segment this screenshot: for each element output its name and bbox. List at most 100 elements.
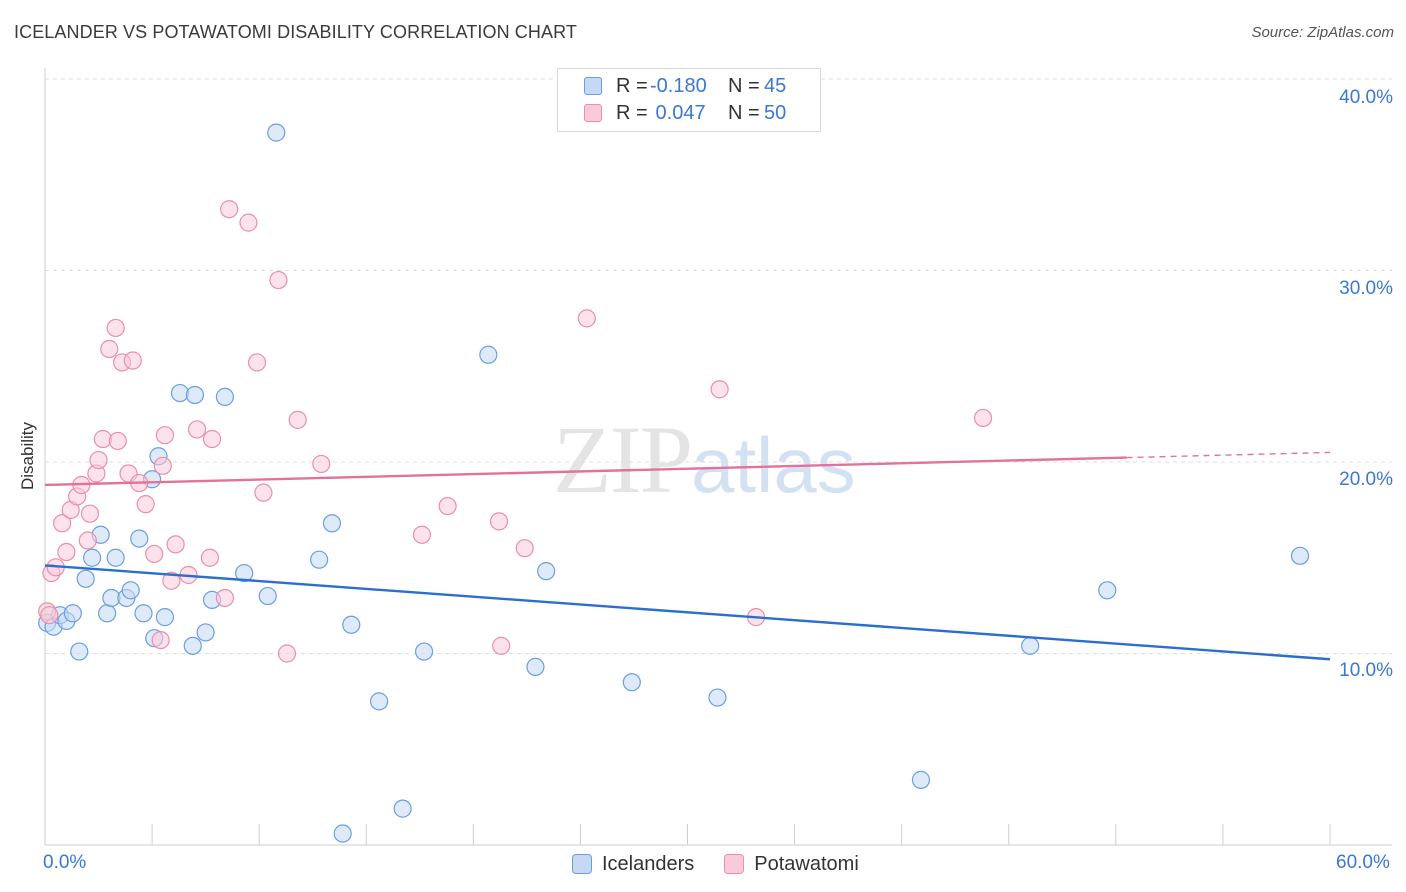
y-tick-label-30: 30.0% xyxy=(1339,278,1393,299)
point-icelanders-43 xyxy=(1098,581,1117,600)
point-icelanders-30 xyxy=(322,514,342,533)
point-icelanders-37 xyxy=(526,657,545,677)
point-icelanders-35 xyxy=(414,642,434,661)
point-icelanders-27 xyxy=(258,586,277,606)
point-icelanders-5 xyxy=(70,642,89,661)
point-potawatomi-45 xyxy=(577,309,596,328)
point-icelanders-20 xyxy=(170,383,190,403)
point-potawatomi-25 xyxy=(162,571,181,590)
point-potawatomi-21 xyxy=(145,544,164,564)
point-icelanders-14 xyxy=(130,529,149,548)
point-icelanders-29 xyxy=(310,550,329,569)
point-icelanders-26 xyxy=(235,563,254,583)
legend-row-icelanders: R = -0.180 N = 45 xyxy=(584,74,786,98)
point-icelanders-23 xyxy=(196,623,215,642)
point-potawatomi-24 xyxy=(155,426,175,445)
point-icelanders-21 xyxy=(183,636,202,655)
point-potawatomi-34 xyxy=(247,353,267,372)
point-icelanders-42 xyxy=(1021,636,1040,655)
point-potawatomi-31 xyxy=(215,588,234,608)
x-tick-label-min: 0.0% xyxy=(43,852,87,873)
point-icelanders-32 xyxy=(342,615,361,634)
point-icelanders-39 xyxy=(622,673,641,692)
point-potawatomi-48 xyxy=(973,408,993,428)
point-potawatomi-41 xyxy=(438,496,457,516)
point-potawatomi-39 xyxy=(312,454,331,474)
point-potawatomi-29 xyxy=(200,548,220,567)
point-potawatomi-15 xyxy=(108,431,127,451)
legend-r-value: -0.180 xyxy=(650,74,707,97)
point-potawatomi-42 xyxy=(489,512,509,531)
legend-swatch-potawatomi xyxy=(724,854,745,874)
point-potawatomi-35 xyxy=(254,483,273,502)
point-icelanders-13 xyxy=(121,581,140,600)
legend-n-label: N = xyxy=(728,74,760,97)
legend-item-potawatomi[interactable]: Potawatomi xyxy=(724,853,859,876)
legend-item-icelanders[interactable]: Icelanders xyxy=(572,853,694,876)
point-potawatomi-13 xyxy=(100,339,119,359)
point-potawatomi-32 xyxy=(220,200,239,219)
legend-label-icelanders: Icelanders xyxy=(602,852,695,875)
y-axis-label: Disability xyxy=(18,421,37,491)
point-potawatomi-9 xyxy=(80,504,100,523)
legend-n-value: 50 xyxy=(764,101,787,124)
point-potawatomi-26 xyxy=(166,535,185,554)
point-icelanders-15 xyxy=(134,604,153,623)
point-potawatomi-3 xyxy=(53,514,72,533)
point-potawatomi-11 xyxy=(89,450,108,470)
point-icelanders-31 xyxy=(333,824,352,843)
trend-line-potawatomi-extension xyxy=(1126,451,1331,459)
point-icelanders-34 xyxy=(393,799,412,818)
chart-title: ICELANDER VS POTAWATOMI DISABILITY CORRE… xyxy=(14,22,577,42)
legend-r-label: R = xyxy=(616,74,648,97)
point-potawatomi-4 xyxy=(57,542,76,562)
point-icelanders-22 xyxy=(185,385,205,405)
legend-swatch-blue xyxy=(584,77,602,95)
point-potawatomi-43 xyxy=(492,636,511,655)
source-credit: Source: ZipAtlas.com xyxy=(1251,24,1394,41)
legend-row-potawatomi: R = 0.047 N = 50 xyxy=(584,101,786,125)
point-icelanders-38 xyxy=(537,562,556,581)
point-potawatomi-40 xyxy=(412,525,432,544)
y-tick-label-40: 40.0% xyxy=(1339,87,1393,108)
point-potawatomi-36 xyxy=(269,270,288,290)
watermark-zip: ZIP xyxy=(553,406,693,513)
point-icelanders-4 xyxy=(63,604,82,623)
y-tick-label-20: 20.0% xyxy=(1339,469,1393,490)
point-icelanders-7 xyxy=(83,548,102,567)
point-icelanders-11 xyxy=(106,548,125,567)
x-tick-label-max: 60.0% xyxy=(1336,852,1390,873)
legend-swatch-pink xyxy=(584,104,602,122)
point-potawatomi-8 xyxy=(78,531,97,550)
point-icelanders-36 xyxy=(479,345,498,364)
point-potawatomi-12 xyxy=(93,429,112,449)
point-potawatomi-46 xyxy=(710,380,729,399)
point-potawatomi-18 xyxy=(123,351,142,370)
point-potawatomi-30 xyxy=(202,429,222,449)
point-icelanders-6 xyxy=(76,569,95,588)
legend-r-label: R = xyxy=(616,101,648,124)
legend-swatch-icelanders xyxy=(572,854,592,874)
legend-n-label: N = xyxy=(728,101,760,124)
trend-line-icelanders xyxy=(44,564,1331,661)
point-icelanders-41 xyxy=(911,770,931,789)
point-icelanders-9 xyxy=(98,604,117,623)
point-icelanders-25 xyxy=(215,387,234,406)
point-potawatomi-44 xyxy=(515,539,534,558)
correlation-legend: R = -0.180 N = 45 R = 0.047 N = 50 xyxy=(557,68,821,132)
point-potawatomi-38 xyxy=(288,410,307,429)
legend-r-value: 0.047 xyxy=(650,101,706,124)
y-tick-label-10: 10.0% xyxy=(1339,660,1393,681)
point-potawatomi-37 xyxy=(277,644,297,663)
point-potawatomi-23 xyxy=(153,456,172,475)
point-icelanders-44 xyxy=(1290,546,1310,565)
point-potawatomi-33 xyxy=(239,213,258,232)
point-potawatomi-28 xyxy=(187,420,207,439)
point-icelanders-40 xyxy=(708,688,727,707)
point-potawatomi-20 xyxy=(136,495,155,514)
point-potawatomi-22 xyxy=(151,630,170,650)
legend-n-value: 45 xyxy=(764,74,787,97)
point-icelanders-28 xyxy=(267,123,286,142)
trend-line-potawatomi xyxy=(44,456,1127,487)
legend-label-potawatomi: Potawatomi xyxy=(754,852,859,875)
